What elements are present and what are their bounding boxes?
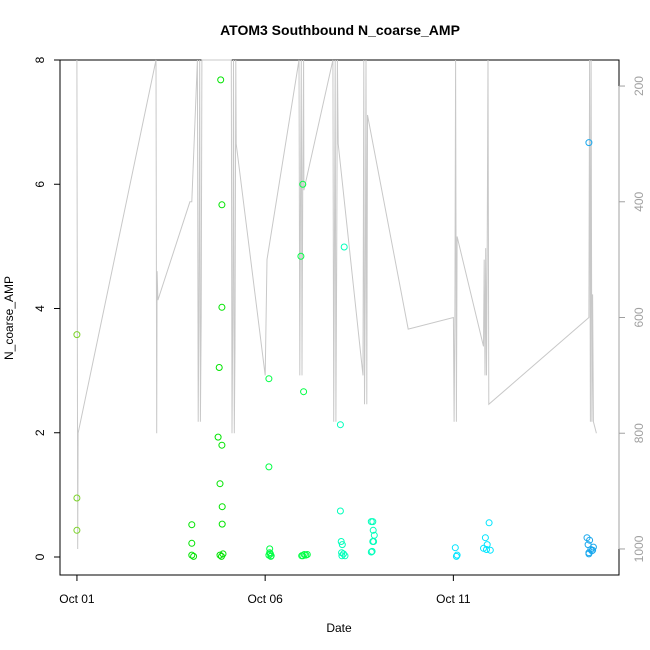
data-point	[267, 552, 275, 560]
right-axis-tick-label: 400	[632, 191, 646, 211]
data-point	[299, 552, 307, 560]
data-point	[188, 521, 196, 529]
data-point	[486, 546, 494, 554]
data-point	[370, 538, 378, 545]
y-axis-label: N_coarse_AMP	[2, 276, 16, 360]
data-point	[218, 441, 226, 449]
data-point	[338, 552, 346, 560]
right-axis-tick-label: 200	[632, 76, 646, 96]
data-point	[452, 552, 460, 560]
data-point	[485, 519, 493, 527]
data-point	[297, 252, 305, 260]
data-point	[188, 551, 196, 559]
data-point	[215, 364, 223, 371]
data-point	[585, 139, 593, 147]
data-point	[218, 303, 226, 311]
right-axis-series-line	[76, 59, 597, 550]
data-point	[589, 543, 597, 551]
data-point	[341, 552, 349, 560]
y-tick-label: 4	[33, 305, 47, 312]
right-axis-tick-label: 800	[632, 423, 646, 443]
data-point	[338, 541, 346, 549]
data-point	[483, 541, 491, 549]
data-point	[265, 463, 273, 471]
data-point	[214, 433, 222, 441]
data-point	[367, 548, 375, 556]
right-axis-tick-label: 1000	[632, 535, 646, 562]
y-tick-label: 0	[33, 553, 47, 560]
data-point	[190, 552, 198, 560]
chart-title: ATOM3 Southbound N_coarse_AMP	[220, 22, 460, 38]
x-tick-label: Oct 01	[59, 592, 95, 606]
data-point	[369, 518, 377, 526]
plot-frame	[59, 59, 620, 576]
data-point	[586, 536, 594, 544]
data-point	[303, 551, 311, 558]
data-point	[451, 544, 459, 552]
data-point	[218, 201, 226, 209]
axes-layer: 0 2 4 6 8 Oct 01 Oct 06 Oct 11 200 400 600 800 1000	[33, 56, 646, 606]
data-point	[218, 520, 226, 528]
data-point	[300, 388, 308, 396]
data-point	[73, 494, 81, 502]
data-point	[369, 526, 377, 534]
data-point	[483, 546, 490, 553]
y-tick-label: 8	[33, 56, 47, 63]
data-point	[299, 180, 307, 188]
data-point	[336, 421, 344, 429]
data-point	[216, 480, 224, 488]
x-tick-label: Oct 06	[247, 592, 283, 606]
data-point	[218, 552, 225, 560]
data-point	[589, 546, 597, 554]
right-axis-series-layer	[76, 59, 597, 550]
data-point	[337, 538, 345, 545]
data-point	[73, 526, 81, 534]
data-point	[340, 243, 348, 251]
data-point	[481, 534, 489, 542]
data-point	[265, 375, 273, 383]
x-axis-label: Date	[326, 621, 352, 635]
data-point	[368, 547, 376, 555]
right-axis-tick-label: 600	[632, 307, 646, 327]
data-point	[217, 76, 225, 84]
y-tick-label: 6	[33, 181, 47, 188]
data-point	[188, 539, 196, 547]
points-layer	[73, 76, 597, 560]
x-tick-label: Oct 11	[436, 592, 471, 606]
data-point	[73, 331, 81, 339]
y-tick-label: 2	[33, 429, 47, 436]
data-point	[336, 507, 344, 515]
data-point	[218, 503, 226, 511]
data-point	[585, 550, 593, 558]
data-point	[340, 550, 347, 558]
